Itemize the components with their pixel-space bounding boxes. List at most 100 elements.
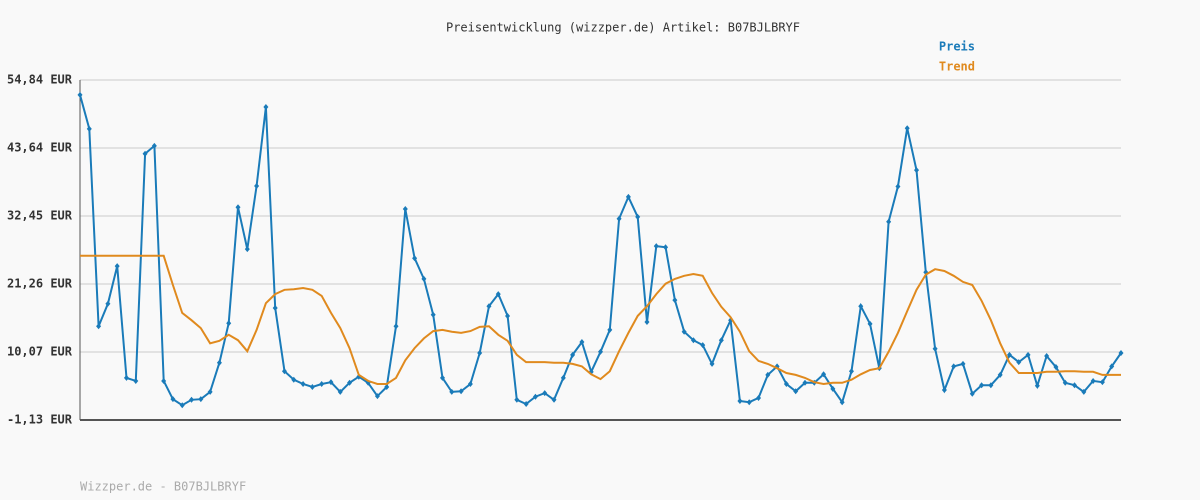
point-marker [393,323,399,330]
point-marker [142,150,148,157]
point-marker [951,363,957,370]
point-marker [402,206,408,213]
point-marker [839,399,845,406]
point-marker [1062,379,1068,386]
point-marker [1118,349,1124,356]
point-marker [1090,377,1096,384]
y-tick-label: 21,26 EUR [7,276,73,290]
point-marker [486,303,492,310]
point-marker [226,320,232,327]
footer: Wizzper.de - B07BJLBRYF [80,480,246,494]
point-marker [672,297,678,304]
point-marker [709,360,715,367]
point-marker [505,312,511,319]
point-marker [858,303,864,310]
point-marker [821,371,827,378]
point-marker [96,323,102,330]
point-marker [681,328,687,335]
point-marker [77,91,83,98]
point-marker [737,397,743,404]
point-marker [207,388,213,395]
point-marker [105,300,111,307]
point-marker [700,342,706,349]
point-marker [663,244,669,251]
y-tick-label: 43,64 EUR [7,141,73,155]
point-marker [235,204,241,211]
point-marker [551,396,557,403]
point-marker [374,393,380,400]
point-marker [932,345,938,352]
y-tick-label: 54,84 EUR [7,73,73,87]
point-marker [1081,388,1087,395]
point-marker [189,396,195,403]
point-marker [244,246,250,253]
point-marker [254,182,260,189]
point-marker [300,380,306,387]
chart-title: Preisentwicklung (wizzper.de) Artikel: B… [446,21,800,35]
point-marker [412,255,418,262]
point-marker [988,382,994,389]
y-tick-label: 10,07 EUR [7,344,73,358]
point-marker [514,396,520,403]
point-marker [179,402,185,409]
point-marker [979,382,985,389]
point-marker [969,390,975,397]
point-marker [216,359,222,366]
point-marker [560,374,566,381]
point-marker [523,401,529,408]
point-marker [1099,379,1105,386]
point-marker [607,326,613,333]
point-marker [133,377,139,384]
point-marker [337,388,343,395]
point-marker [449,388,455,395]
point-marker [1034,382,1040,389]
point-marker [616,215,622,222]
point-marker [467,380,473,387]
point-marker [802,379,808,386]
point-marker [291,376,297,383]
point-marker [644,319,650,326]
point-marker [765,371,771,378]
point-marker [281,368,287,375]
point-marker [198,396,204,403]
point-marker [830,385,836,392]
point-marker [783,380,789,387]
point-marker [1016,359,1022,366]
point-marker [886,218,892,225]
point-marker [635,213,641,220]
point-marker [914,167,920,174]
point-marker [328,379,334,386]
legend-entry: Trend [939,60,975,74]
point-marker [1044,353,1050,360]
point-marker [477,349,483,356]
point-marker [532,393,538,400]
point-marker [384,384,390,391]
point-marker [421,275,427,282]
point-marker [941,387,947,394]
point-marker [161,377,167,384]
point-marker [319,380,325,387]
point-marker [653,243,659,250]
point-marker [997,371,1003,378]
legend-entry: Preis [939,40,975,54]
point-marker [1006,351,1012,358]
point-marker [347,379,353,386]
point-marker [1053,363,1059,370]
point-marker [309,384,315,391]
point-marker [895,183,901,190]
series-line [80,254,1121,386]
point-marker [458,388,464,395]
point-marker [1109,363,1115,370]
point-marker [756,394,762,401]
point-marker [151,142,157,149]
point-marker [1072,382,1078,389]
point-marker [746,399,752,406]
point-marker [114,263,120,270]
point-marker [439,374,445,381]
point-marker [625,193,631,200]
point-marker [960,360,966,367]
point-marker [598,348,603,355]
point-marker [495,291,501,298]
point-marker [263,103,269,110]
